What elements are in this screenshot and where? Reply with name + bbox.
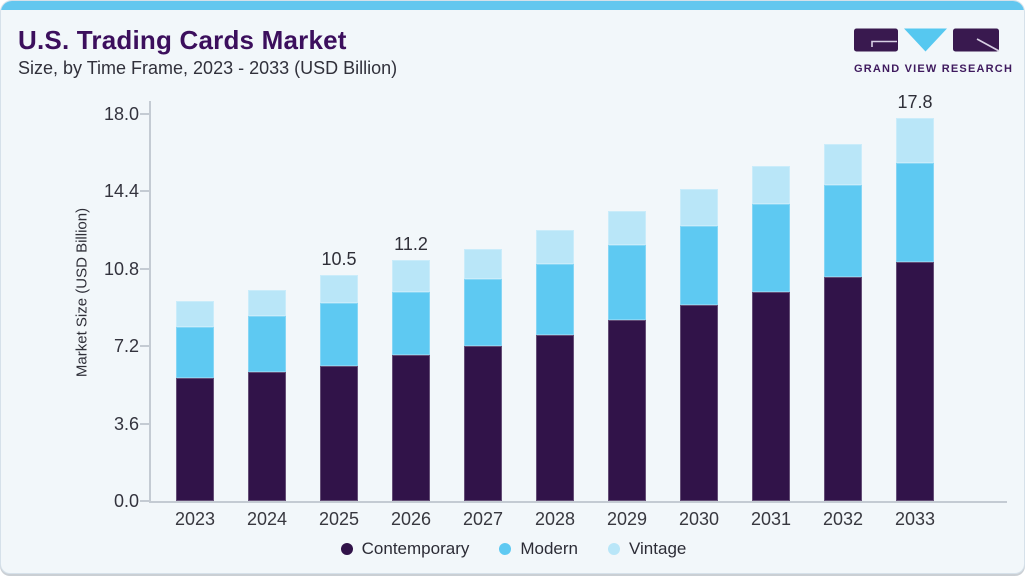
brand-logo: GRAND VIEW RESEARCH bbox=[854, 28, 1014, 75]
y-tick-mark-14.4 bbox=[140, 190, 149, 193]
x-tick-label-2032: 2032 bbox=[822, 509, 864, 529]
y-tick-label-7.2: 7.2 bbox=[113, 336, 139, 357]
bar-segment-vintage-2023[interactable] bbox=[176, 301, 214, 327]
y-tick-label-0.0: 0.0 bbox=[113, 491, 139, 511]
bar-segment-contemporary-2028[interactable] bbox=[536, 335, 574, 501]
y-tick-label-3.6: 3.6 bbox=[113, 413, 139, 434]
legend-dot-modern bbox=[499, 543, 512, 555]
logo-v-shape bbox=[904, 28, 947, 52]
bar-segment-modern-2033[interactable] bbox=[896, 163, 934, 263]
bar-segment-vintage-2024[interactable] bbox=[248, 290, 286, 317]
bar-segment-contemporary-2025[interactable] bbox=[320, 365, 358, 501]
logo-r-shape bbox=[953, 28, 999, 52]
bar-total-label-2033: 17.8 bbox=[897, 92, 933, 113]
x-tick-label-2023: 2023 bbox=[174, 509, 216, 529]
x-tick-label-2033: 2033 bbox=[894, 509, 936, 529]
chart-legend: Contemporary Modern Vintage bbox=[1, 537, 1024, 561]
bar-segment-contemporary-2024[interactable] bbox=[248, 371, 286, 501]
bar-segment-vintage-2025[interactable] bbox=[320, 275, 358, 304]
y-tick-mark-3.6 bbox=[140, 422, 149, 425]
bar-segment-modern-2029[interactable] bbox=[608, 245, 646, 321]
x-tick-label-2027: 2027 bbox=[462, 509, 504, 529]
bar-segment-modern-2025[interactable] bbox=[320, 303, 358, 366]
bar-segment-modern-2027[interactable] bbox=[464, 279, 502, 347]
bar-segment-vintage-2032[interactable] bbox=[824, 144, 862, 185]
bar-segment-modern-2030[interactable] bbox=[680, 225, 718, 306]
logo-g-shape bbox=[854, 28, 898, 52]
y-tick-label-10.8: 10.8 bbox=[103, 258, 139, 279]
bar-segment-contemporary-2033[interactable] bbox=[896, 262, 934, 501]
legend-item-contemporary[interactable]: Contemporary bbox=[340, 539, 470, 559]
y-tick-mark-10.8 bbox=[140, 267, 149, 270]
x-tick-label-2031: 2031 bbox=[750, 509, 792, 529]
top-accent-bar bbox=[1, 1, 1024, 10]
page-title: U.S. Trading Cards Market bbox=[18, 25, 347, 55]
y-axis-title: Market Size (USD Billion) bbox=[73, 207, 91, 378]
x-axis-line bbox=[149, 501, 1007, 503]
legend-dot-vintage bbox=[608, 543, 620, 555]
y-tick-mark-0.0 bbox=[140, 500, 149, 502]
bar-segment-modern-2023[interactable] bbox=[176, 326, 214, 379]
y-tick-label-14.4: 14.4 bbox=[103, 181, 139, 202]
bar-segment-vintage-2026[interactable] bbox=[392, 260, 430, 293]
legend-label-contemporary: Contemporary bbox=[361, 539, 470, 558]
bar-segment-contemporary-2031[interactable] bbox=[752, 292, 790, 501]
bar-segment-contemporary-2023[interactable] bbox=[176, 378, 214, 501]
x-tick-label-2029: 2029 bbox=[606, 509, 648, 529]
y-tick-mark-7.2 bbox=[140, 345, 149, 348]
x-tick-label-2026: 2026 bbox=[390, 509, 432, 529]
y-axis-line bbox=[149, 101, 151, 501]
bar-segment-modern-2024[interactable] bbox=[248, 316, 286, 372]
bar-segment-contemporary-2032[interactable] bbox=[824, 277, 862, 501]
bar-segment-vintage-2031[interactable] bbox=[752, 165, 790, 205]
y-tick-mark-18.0 bbox=[140, 112, 149, 115]
legend-dot-contemporary bbox=[340, 543, 353, 555]
x-tick-label-2024: 2024 bbox=[246, 509, 288, 529]
bar-segment-vintage-2029[interactable] bbox=[608, 210, 646, 246]
x-tick-label-2028: 2028 bbox=[534, 509, 576, 529]
bar-segment-vintage-2030[interactable] bbox=[680, 189, 718, 226]
bar-segment-modern-2032[interactable] bbox=[824, 184, 862, 278]
bar-segment-contemporary-2030[interactable] bbox=[680, 305, 718, 501]
bar-segment-contemporary-2029[interactable] bbox=[608, 320, 646, 501]
bar-segment-vintage-2027[interactable] bbox=[464, 249, 502, 280]
x-tick-label-2025: 2025 bbox=[318, 509, 360, 529]
bar-total-label-2026: 11.2 bbox=[394, 234, 428, 255]
bar-segment-vintage-2028[interactable] bbox=[536, 230, 574, 265]
brand-logo-icon bbox=[854, 28, 1000, 52]
brand-logo-text: GRAND VIEW RESEARCH bbox=[854, 63, 1014, 75]
x-tick-label-2030: 2030 bbox=[678, 509, 720, 529]
legend-label-vintage: Vintage bbox=[629, 539, 687, 558]
bar-segment-vintage-2033[interactable] bbox=[896, 118, 934, 164]
legend-label-modern: Modern bbox=[520, 539, 578, 558]
legend-item-vintage[interactable]: Vintage bbox=[608, 539, 686, 559]
bar-segment-contemporary-2027[interactable] bbox=[464, 346, 502, 501]
bar-segment-modern-2028[interactable] bbox=[536, 264, 574, 336]
y-tick-label-18.0: 18.0 bbox=[103, 103, 139, 124]
page-subtitle: Size, by Time Frame, 2023 - 2033 (USD Bi… bbox=[18, 58, 398, 78]
bar-segment-contemporary-2026[interactable] bbox=[392, 354, 430, 501]
legend-item-modern[interactable]: Modern bbox=[499, 539, 578, 559]
bar-segment-modern-2031[interactable] bbox=[752, 204, 790, 293]
bar-segment-modern-2026[interactable] bbox=[392, 292, 430, 355]
bar-total-label-2025: 10.5 bbox=[321, 249, 357, 270]
